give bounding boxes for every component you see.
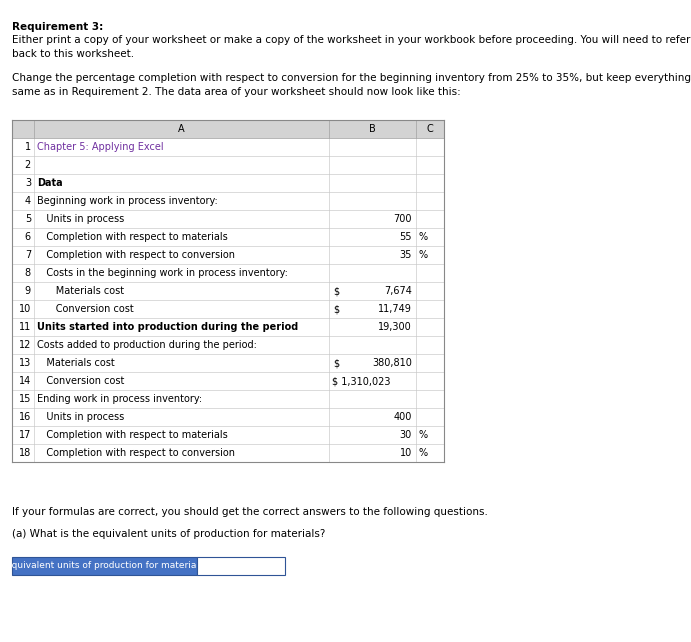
Bar	[12, 408, 444, 426]
Text: $: $	[333, 304, 339, 314]
Text: 5: 5	[25, 214, 31, 224]
Bar	[12, 444, 444, 462]
Text: %: %	[419, 232, 428, 242]
Text: %: %	[419, 250, 428, 260]
Text: C: C	[426, 124, 433, 134]
Bar	[12, 426, 444, 444]
Text: 400: 400	[394, 412, 412, 422]
Bar	[12, 210, 444, 228]
Bar	[12, 557, 197, 575]
Text: Costs added to production during the period:: Costs added to production during the per…	[37, 340, 257, 350]
Bar	[12, 390, 444, 408]
Text: 3: 3	[25, 178, 31, 188]
Text: 17: 17	[19, 430, 31, 440]
Text: Completion with respect to conversion: Completion with respect to conversion	[37, 448, 235, 458]
Text: 9: 9	[25, 286, 31, 296]
Text: 35: 35	[399, 250, 412, 260]
Text: 7: 7	[25, 250, 31, 260]
Text: 12: 12	[19, 340, 31, 350]
Text: %: %	[419, 430, 428, 440]
Text: Units started into production during the period: Units started into production during the…	[37, 322, 299, 332]
Bar	[12, 372, 444, 390]
Bar	[12, 264, 444, 282]
Bar	[12, 120, 444, 138]
Bar	[12, 228, 444, 246]
Bar	[12, 282, 444, 300]
Text: 8: 8	[25, 268, 31, 278]
Text: %: %	[419, 448, 428, 458]
Text: Completion with respect to conversion: Completion with respect to conversion	[37, 250, 235, 260]
Text: $ 1,310,023: $ 1,310,023	[332, 376, 390, 386]
Text: 11: 11	[19, 322, 31, 332]
Text: Conversion cost: Conversion cost	[37, 376, 124, 386]
Bar	[12, 300, 444, 318]
Text: Units in process: Units in process	[37, 412, 124, 422]
Text: Change the percentage completion with respect to conversion for the beginning in: Change the percentage completion with re…	[12, 73, 691, 96]
Bar	[12, 354, 444, 372]
Text: Materials cost: Materials cost	[37, 358, 115, 368]
Text: Equivalent units of production for materials: Equivalent units of production for mater…	[6, 562, 203, 571]
Bar	[12, 192, 444, 210]
Text: Either print a copy of your worksheet or make a copy of the worksheet in your wo: Either print a copy of your worksheet or…	[12, 35, 690, 58]
Text: 2: 2	[25, 160, 31, 170]
Text: Units in process: Units in process	[37, 214, 124, 224]
Text: Ending work in process inventory:: Ending work in process inventory:	[37, 394, 202, 404]
Text: Conversion cost: Conversion cost	[37, 304, 134, 314]
Text: 10: 10	[19, 304, 31, 314]
Text: 14: 14	[19, 376, 31, 386]
Text: 18: 18	[19, 448, 31, 458]
Text: 4: 4	[25, 196, 31, 206]
Bar	[197, 557, 285, 575]
Text: 6: 6	[25, 232, 31, 242]
Text: $: $	[333, 358, 339, 368]
Text: 700: 700	[393, 214, 412, 224]
Text: 13: 13	[19, 358, 31, 368]
Text: 15: 15	[19, 394, 31, 404]
Text: 55: 55	[399, 232, 412, 242]
Bar	[12, 318, 444, 336]
Bar	[12, 174, 444, 192]
Text: 11,749: 11,749	[378, 304, 412, 314]
Bar	[12, 156, 444, 174]
Text: 1: 1	[25, 142, 31, 152]
Text: If your formulas are correct, you should get the correct answers to the followin: If your formulas are correct, you should…	[12, 507, 488, 517]
Bar	[12, 138, 444, 156]
Text: B: B	[369, 124, 376, 134]
Text: 10: 10	[400, 448, 412, 458]
Text: A: A	[178, 124, 184, 134]
Text: (a) What is the equivalent units of production for materials?: (a) What is the equivalent units of prod…	[12, 529, 325, 539]
Text: 16: 16	[19, 412, 31, 422]
Text: Materials cost: Materials cost	[37, 286, 124, 296]
Bar	[12, 246, 444, 264]
Text: 380,810: 380,810	[372, 358, 412, 368]
Text: 7,674: 7,674	[384, 286, 412, 296]
Text: Completion with respect to materials: Completion with respect to materials	[37, 430, 228, 440]
Text: Chapter 5: Applying Excel: Chapter 5: Applying Excel	[37, 142, 164, 152]
Text: 30: 30	[400, 430, 412, 440]
Bar	[12, 336, 444, 354]
Text: 19,300: 19,300	[378, 322, 412, 332]
Text: Costs in the beginning work in process inventory:: Costs in the beginning work in process i…	[37, 268, 288, 278]
Text: Requirement 3:: Requirement 3:	[12, 22, 103, 32]
Text: $: $	[333, 286, 339, 296]
Text: Completion with respect to materials: Completion with respect to materials	[37, 232, 228, 242]
Text: Data: Data	[37, 178, 63, 188]
Text: Beginning work in process inventory:: Beginning work in process inventory:	[37, 196, 218, 206]
